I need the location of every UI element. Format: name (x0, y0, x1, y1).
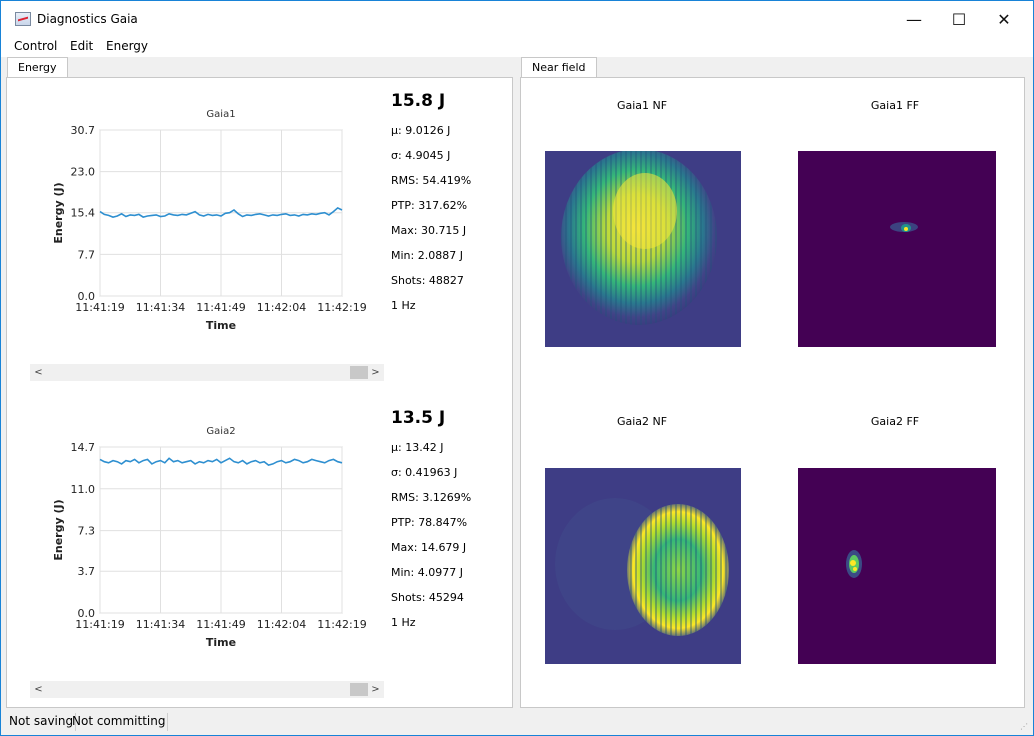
title-bar[interactable]: Diagnostics Gaia — ☐ ✕ (1, 1, 1033, 37)
gaia2-sigma: σ: 0.41963 J (391, 466, 458, 479)
gaia2-rate: 1 Hz (391, 616, 416, 629)
y-tick-label: 11.0 (71, 483, 96, 496)
close-button[interactable]: ✕ (997, 9, 1011, 29)
y-tick-label: 14.7 (71, 441, 96, 454)
gaia1-max: Max: 30.715 J (391, 224, 467, 237)
gaia1-rate: 1 Hz (391, 299, 416, 312)
x-tick-label: 11:41:49 (196, 301, 245, 314)
y-tick-label: 15.4 (71, 207, 96, 220)
gaia2-stats: 13.5 J μ: 13.42 J σ: 0.41963 J RMS: 3.12… (391, 408, 471, 641)
gaia1-min: Min: 2.0887 J (391, 249, 463, 262)
x-tick-label: 11:41:19 (75, 301, 124, 314)
y-tick-label: 7.7 (78, 248, 96, 261)
scroll-left-icon[interactable]: < (34, 367, 43, 378)
gaia1-ptp: PTP: 317.62% (391, 199, 468, 212)
x-tick-label: 11:42:04 (257, 618, 306, 631)
gaia1-sigma: σ: 4.9045 J (391, 149, 451, 162)
gaia1-chart: Gaia1 0.0 7.7 15.4 23.0 30.7 11:41:19 11:41:34 1… (52, 109, 367, 332)
y-tick-label: 0.0 (78, 607, 96, 620)
gaia2-nf-title: Gaia2 NF (616, 415, 668, 428)
scroll-right-icon[interactable]: > (371, 684, 380, 695)
scroll-thumb[interactable] (350, 366, 368, 379)
x-tick-label: 11:41:34 (136, 301, 185, 314)
menu-bar: Control Edit Energy (1, 37, 1033, 57)
x-axis-label: Time (206, 636, 236, 649)
window-title: Diagnostics Gaia (37, 12, 138, 26)
saving-status: Not saving (7, 713, 77, 731)
gaia2-scrollbar[interactable]: < > (30, 681, 384, 698)
menu-edit[interactable]: Edit (70, 39, 94, 53)
gaia1-chart-area: Gaia1 0.0 7.7 15.4 23.0 30.7 11:41:19 11:41:34 1… (30, 86, 384, 358)
gaia2-ff-image (798, 468, 996, 664)
gaia1-nf-beam (545, 151, 741, 347)
y-tick-label: 0.0 (78, 290, 96, 303)
gaia2-current-energy: 13.5 J (391, 408, 446, 428)
y-tick-label: 23.0 (71, 166, 96, 179)
y-axis-label: Energy (J) (52, 499, 65, 560)
gaia1-nf-title: Gaia1 NF (616, 99, 668, 112)
x-tick-label: 11:42:04 (257, 301, 306, 314)
y-tick-label: 3.7 (78, 565, 96, 578)
menu-control[interactable]: Control (14, 39, 58, 53)
near-field-panel: Gaia1 NF (520, 77, 1025, 708)
y-tick-label: 7.3 (78, 525, 96, 538)
gaia1-nf-image (545, 151, 741, 347)
y-axis-label: Energy (J) (52, 182, 65, 243)
x-axis-label: Time (206, 319, 236, 332)
menu-energy[interactable]: Energy (106, 39, 149, 53)
scroll-left-icon[interactable]: < (34, 684, 43, 695)
gaia2-ff-title: Gaia2 FF (870, 415, 920, 428)
app-icon (15, 12, 31, 26)
gaia1-scrollbar[interactable]: < > (30, 364, 384, 381)
energy-panel: Gaia1 0.0 7.7 15.4 23.0 30.7 11:41:19 11:41:34 1… (6, 77, 513, 708)
gaia2-chart-area: Gaia2 0.0 3.7 7.3 11.0 14.7 11:41:19 11:41:34 11… (30, 403, 384, 675)
x-tick-label: 11:42:19 (317, 618, 366, 631)
gaia1-stats: 15.8 J μ: 9.0126 J σ: 4.9045 J RMS: 54.4… (391, 91, 471, 324)
scroll-thumb[interactable] (350, 683, 368, 696)
y-tick-label: 30.7 (71, 124, 96, 137)
gaia2-max: Max: 14.679 J (391, 541, 467, 554)
maximize-button[interactable]: ☐ (951, 9, 967, 29)
gaia2-ptp: PTP: 78.847% (391, 516, 468, 529)
x-tick-label: 11:41:19 (75, 618, 124, 631)
gaia1-ff-title: Gaia1 FF (870, 99, 920, 112)
gaia2-nf-image (545, 468, 741, 664)
energy-series-line (99, 457, 343, 466)
tab-energy[interactable]: Energy (7, 57, 68, 78)
gaia1-rms: RMS: 54.419% (391, 174, 472, 187)
gaia1-mean: μ: 9.0126 J (391, 124, 451, 137)
x-tick-label: 11:41:34 (136, 618, 185, 631)
energy-series-line (99, 206, 343, 218)
x-tick-label: 11:41:49 (196, 618, 245, 631)
resize-grip-icon[interactable]: ⋰ (1020, 722, 1028, 731)
gaia2-rms: RMS: 3.1269% (391, 491, 472, 504)
chart-title: Gaia1 (206, 109, 235, 120)
chart-title: Gaia2 (206, 426, 235, 437)
committing-status: Not committing (70, 713, 169, 731)
gaia1-current-energy: 15.8 J (391, 91, 446, 111)
gaia2-nf-beam (545, 468, 741, 664)
tab-near-field[interactable]: Near field (521, 57, 597, 78)
x-tick-label: 11:42:19 (317, 301, 366, 314)
status-bar: Not saving Not committing ⋰ (1, 711, 1033, 735)
gaia2-min: Min: 4.0977 J (391, 566, 463, 579)
gaia2-chart: Gaia2 0.0 3.7 7.3 11.0 14.7 11:41:19 11:41:34 11… (52, 426, 367, 649)
gaia1-shots: Shots: 48827 (391, 274, 464, 287)
scroll-right-icon[interactable]: > (371, 367, 380, 378)
gaia1-ff-spot (890, 222, 918, 232)
gaia2-mean: μ: 13.42 J (391, 441, 444, 454)
gaia2-shots: Shots: 45294 (391, 591, 464, 604)
gaia2-ff-spot (846, 550, 862, 578)
minimize-button[interactable]: — (906, 9, 922, 29)
gaia1-ff-image (798, 151, 996, 347)
